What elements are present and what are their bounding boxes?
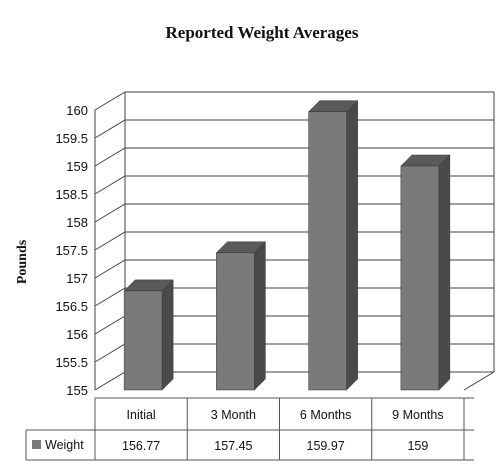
bar-front <box>123 290 163 391</box>
gridline <box>94 119 494 139</box>
gridline <box>94 91 494 111</box>
y-tick-label: 158.5 <box>55 187 88 202</box>
y-tick-label: 159.5 <box>55 131 88 146</box>
data-table: Initial 3 Month 6 Months 9 Months Weight 156.… <box>25 397 474 461</box>
y-tick-label: 155.5 <box>55 355 88 370</box>
bar-side <box>254 241 266 391</box>
legend-label: Weight <box>45 438 84 452</box>
data-value-label: 159.97 <box>307 439 345 453</box>
data-value-label: 156.77 <box>122 439 160 453</box>
y-axis-label: Pounds <box>15 239 30 284</box>
y-tick-label: 156.5 <box>55 299 88 314</box>
data-value-label: 157.45 <box>214 439 252 453</box>
gridline <box>94 231 494 251</box>
bar-side <box>346 100 358 391</box>
y-tick-label: 158 <box>66 215 88 230</box>
bar <box>308 100 359 391</box>
y-tick-label: 155 <box>66 383 88 398</box>
y-axis: 155 155.5 156 156.5 157 157.5 158 158.5 159 159.5… <box>55 103 88 398</box>
gridline <box>94 147 494 167</box>
bar-front <box>216 252 255 391</box>
x-category-label: 9 Months <box>392 408 443 422</box>
bar <box>215 241 266 391</box>
y-tick-label: 157.5 <box>55 243 88 258</box>
bar-front <box>400 165 440 391</box>
chart-title: Reported Weight Averages <box>166 23 359 42</box>
x-category-label: 6 Months <box>300 408 351 422</box>
bar <box>400 154 451 391</box>
gridline <box>94 175 494 195</box>
x-category-label: Initial <box>127 408 156 422</box>
y-tick-label: 157 <box>66 271 88 286</box>
bar <box>123 279 174 391</box>
gridline <box>94 203 494 223</box>
bar-side <box>161 279 174 391</box>
y-tick-label: 156 <box>66 327 88 342</box>
legend-swatch <box>32 440 41 449</box>
data-value-label: 159 <box>407 439 428 453</box>
x-category-label: 3 Month <box>211 408 256 422</box>
gridline <box>94 287 494 307</box>
gridline <box>94 259 494 279</box>
bars <box>123 100 451 391</box>
y-tick-label: 159 <box>66 159 88 174</box>
y-tick-label: 160 <box>66 103 88 118</box>
bar-side <box>438 154 451 391</box>
floor-right-edge <box>463 371 495 391</box>
bar-front <box>308 111 347 391</box>
